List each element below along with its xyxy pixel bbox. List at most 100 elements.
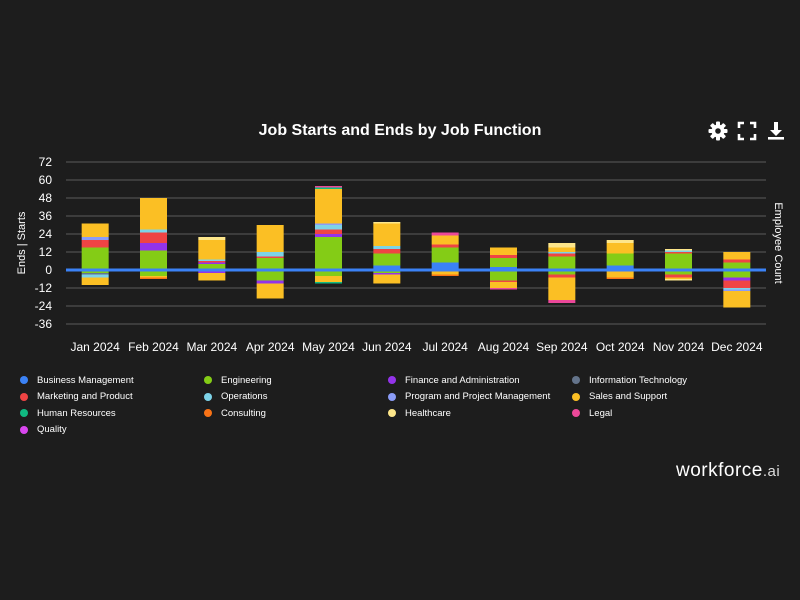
- bar-start-segment[interactable]: [315, 237, 342, 269]
- bar-start-segment[interactable]: [723, 252, 751, 260]
- bar-start-segment[interactable]: [315, 229, 342, 235]
- bar-end-segment[interactable]: [256, 283, 284, 299]
- bar-end-segment[interactable]: [198, 271, 226, 274]
- bar-start-segment[interactable]: [431, 235, 459, 245]
- bar-start-segment[interactable]: [315, 223, 342, 226]
- bar-start-segment[interactable]: [198, 264, 226, 270]
- bar-start-segment[interactable]: [548, 252, 576, 254]
- bar-start-segment[interactable]: [315, 234, 342, 237]
- bar-start-segment[interactable]: [198, 240, 226, 260]
- bar-start-segment[interactable]: [723, 259, 751, 263]
- bar-end-segment[interactable]: [606, 270, 634, 278]
- bar-start-segment[interactable]: [548, 253, 576, 257]
- bar-end-segment[interactable]: [81, 274, 109, 278]
- bar-start-segment[interactable]: [315, 189, 342, 224]
- legend-item[interactable]: Healthcare: [388, 407, 572, 420]
- legend-item[interactable]: Marketing and Product: [20, 391, 204, 404]
- bar-start-segment[interactable]: [315, 225, 342, 230]
- legend-item[interactable]: Program and Project Management: [388, 391, 572, 404]
- bar-start-segment[interactable]: [373, 253, 401, 266]
- bar-end-segment[interactable]: [490, 288, 517, 290]
- bar-start-segment[interactable]: [606, 265, 634, 271]
- bar-end-segment[interactable]: [315, 276, 342, 282]
- bar-start-segment[interactable]: [665, 252, 692, 254]
- legend-item[interactable]: Quality: [20, 424, 204, 437]
- legend-item[interactable]: Legal: [572, 407, 756, 420]
- bar-end-segment[interactable]: [665, 277, 692, 280]
- bar-start-segment[interactable]: [315, 187, 342, 190]
- bar-start-segment[interactable]: [723, 262, 751, 269]
- bar-start-segment[interactable]: [256, 258, 284, 270]
- bar-end-segment[interactable]: [723, 288, 751, 290]
- legend-item[interactable]: Human Resources: [20, 407, 204, 420]
- bar-start-segment[interactable]: [490, 258, 517, 267]
- bar-start-segment[interactable]: [373, 222, 401, 224]
- legend-item[interactable]: Finance and Administration: [388, 374, 572, 387]
- bar-start-segment[interactable]: [373, 265, 401, 271]
- bar-start-segment[interactable]: [81, 223, 109, 238]
- bar-start-segment[interactable]: [606, 243, 634, 254]
- legend-item[interactable]: Operations: [204, 391, 388, 404]
- bar-end-segment[interactable]: [723, 289, 751, 292]
- bar-start-segment[interactable]: [548, 256, 576, 269]
- bar-end-segment[interactable]: [606, 277, 634, 280]
- bar-start-segment[interactable]: [431, 232, 459, 236]
- legend-item[interactable]: Information Technology: [572, 374, 756, 387]
- bar-start-segment[interactable]: [373, 246, 401, 249]
- bar-start-segment[interactable]: [198, 259, 226, 262]
- bar-end-segment[interactable]: [490, 280, 517, 283]
- bar-start-segment[interactable]: [665, 249, 692, 251]
- bar-end-segment[interactable]: [665, 270, 692, 275]
- bar-start-segment[interactable]: [140, 198, 167, 230]
- bar-end-segment[interactable]: [81, 273, 109, 275]
- bar-end-segment[interactable]: [315, 270, 342, 276]
- bar-start-segment[interactable]: [490, 255, 517, 258]
- bar-start-segment[interactable]: [140, 232, 167, 244]
- bar-end-segment[interactable]: [490, 270, 517, 281]
- bar-end-segment[interactable]: [256, 270, 284, 281]
- bar-end-segment[interactable]: [723, 271, 751, 278]
- bar-start-segment[interactable]: [665, 253, 692, 271]
- fullscreen-icon[interactable]: [737, 121, 757, 141]
- bar-end-segment[interactable]: [256, 280, 284, 284]
- bar-end-segment[interactable]: [548, 300, 576, 303]
- bar-end-segment[interactable]: [665, 274, 692, 278]
- bar-start-segment[interactable]: [81, 237, 109, 240]
- legend-item[interactable]: Sales and Support: [572, 391, 756, 404]
- bar-end-segment[interactable]: [723, 280, 751, 289]
- bar-start-segment[interactable]: [431, 244, 459, 248]
- bar-start-segment[interactable]: [373, 249, 401, 254]
- bar-end-segment[interactable]: [665, 279, 692, 281]
- bar-start-segment[interactable]: [198, 262, 226, 265]
- bar-end-segment[interactable]: [490, 282, 517, 288]
- bar-end-segment[interactable]: [198, 273, 226, 281]
- bar-end-segment[interactable]: [373, 274, 401, 284]
- bar-start-segment[interactable]: [548, 247, 576, 253]
- bar-start-segment[interactable]: [606, 253, 634, 266]
- bar-start-segment[interactable]: [490, 247, 517, 256]
- bar-start-segment[interactable]: [81, 240, 109, 248]
- bar-end-segment[interactable]: [431, 274, 459, 277]
- bar-start-segment[interactable]: [140, 250, 167, 269]
- bar-end-segment[interactable]: [548, 274, 576, 278]
- bar-start-segment[interactable]: [256, 256, 284, 259]
- gear-icon[interactable]: [708, 121, 728, 141]
- bar-end-segment[interactable]: [140, 276, 167, 278]
- bar-end-segment[interactable]: [315, 282, 342, 284]
- bar-start-segment[interactable]: [256, 252, 284, 257]
- bar-end-segment[interactable]: [81, 277, 109, 286]
- bar-start-segment[interactable]: [140, 229, 167, 233]
- bar-start-segment[interactable]: [548, 243, 576, 248]
- bar-end-segment[interactable]: [373, 273, 401, 275]
- bar-start-segment[interactable]: [81, 247, 109, 269]
- bar-start-segment[interactable]: [606, 240, 634, 243]
- bar-start-segment[interactable]: [431, 247, 459, 263]
- bar-end-segment[interactable]: [81, 271, 109, 274]
- bar-end-segment[interactable]: [548, 270, 576, 275]
- bar-start-segment[interactable]: [256, 225, 284, 252]
- bar-end-segment[interactable]: [723, 291, 751, 308]
- bar-end-segment[interactable]: [140, 277, 167, 280]
- bar-end-segment[interactable]: [548, 277, 576, 301]
- bar-end-segment[interactable]: [140, 270, 167, 276]
- bar-end-segment[interactable]: [431, 271, 459, 275]
